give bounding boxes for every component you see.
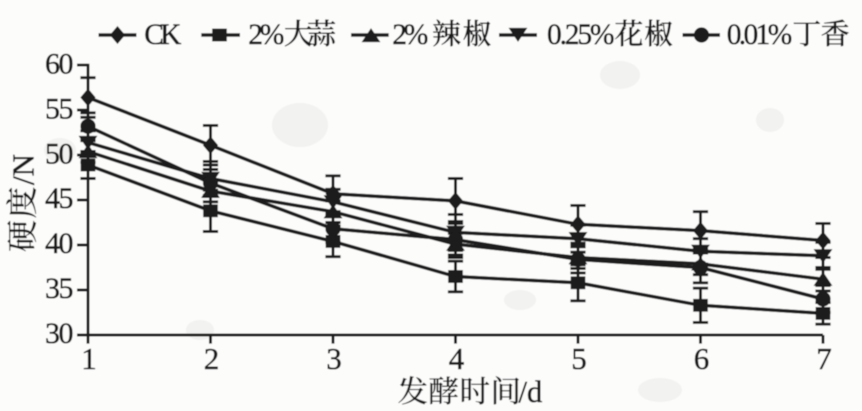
svg-text:35: 35 <box>45 272 74 305</box>
svg-text:60: 60 <box>45 47 74 80</box>
svg-text:7: 7 <box>816 341 832 376</box>
svg-text:2%: 2% <box>392 19 428 51</box>
svg-text:0.01%: 0.01% <box>727 19 793 51</box>
svg-text:2: 2 <box>204 341 220 376</box>
svg-text:CK: CK <box>144 19 181 51</box>
svg-text:30: 30 <box>45 317 74 350</box>
svg-text:/N: /N <box>6 154 41 185</box>
svg-text:50: 50 <box>45 137 74 170</box>
svg-text:0.25%: 0.25% <box>547 19 615 51</box>
svg-text:1: 1 <box>81 341 97 376</box>
svg-text:2%: 2% <box>248 19 284 51</box>
svg-text:55: 55 <box>45 92 74 125</box>
svg-text:40: 40 <box>45 227 74 260</box>
svg-text:/d: /d <box>519 375 543 406</box>
svg-text:45: 45 <box>45 182 74 215</box>
svg-text:5: 5 <box>571 341 587 376</box>
svg-text:6: 6 <box>694 341 710 376</box>
svg-text:3: 3 <box>326 341 342 376</box>
svg-text:4: 4 <box>449 341 465 376</box>
